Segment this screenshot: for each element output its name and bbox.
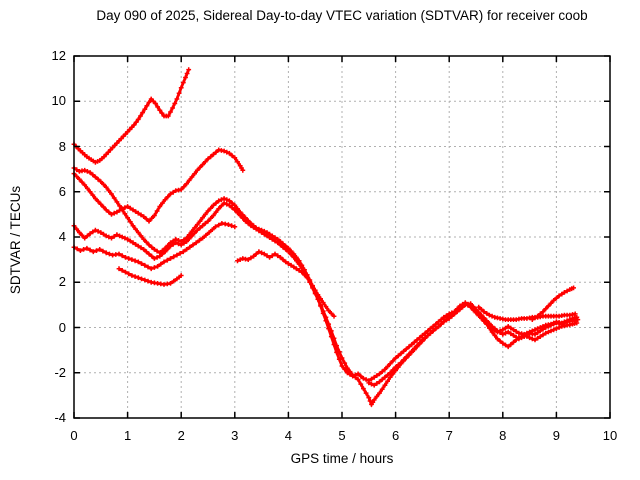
x-tick-label: 1: [123, 428, 132, 443]
y-tick-label: 2: [58, 274, 66, 290]
x-tick-label: 2: [177, 428, 185, 443]
y-tick-label: 0: [58, 319, 66, 335]
x-tick-label: 0: [70, 428, 78, 443]
axes-border-and-ticks: [73, 55, 611, 419]
x-tick-label: 8: [499, 428, 507, 443]
series-markers-arc-8: [366, 301, 581, 388]
series-line-arc-2: [73, 166, 578, 383]
data-series: [71, 67, 581, 408]
series-markers-arc-10: [116, 266, 184, 287]
series-markers-arc-7: [476, 304, 578, 322]
series-line-arc-1: [72, 69, 190, 164]
series-markers-arc-9: [529, 285, 576, 322]
y-tick-label: 10: [51, 93, 66, 109]
series-markers-arc-5: [71, 221, 238, 272]
series-markers-arc-2: [71, 165, 580, 384]
x-tick-label: 9: [552, 428, 560, 443]
x-tick-label: 5: [338, 428, 346, 443]
grid-lines: [74, 56, 610, 418]
y-tick-label: 8: [58, 138, 66, 154]
y-tick-label: -4: [54, 410, 66, 425]
series-markers-arc-6: [235, 249, 337, 319]
x-tick-label: 3: [231, 428, 239, 443]
x-tick-label: 4: [284, 428, 292, 443]
series-markers-arc-3: [71, 147, 246, 224]
y-tick-label: 4: [58, 229, 66, 244]
chart-title: Day 090 of 2025, Sidereal Day-to-day VTE…: [96, 8, 588, 23]
series-markers-arc-1: [71, 67, 192, 165]
x-axis-label: GPS time / hours: [290, 451, 394, 466]
x-tick-label: 10: [602, 428, 618, 443]
x-tick-label: 6: [391, 428, 400, 443]
y-tick-label: -2: [54, 364, 66, 380]
y-tick-label: 12: [51, 48, 66, 63]
x-tick-label: 7: [445, 428, 453, 443]
y-tick-label: 6: [58, 183, 66, 199]
